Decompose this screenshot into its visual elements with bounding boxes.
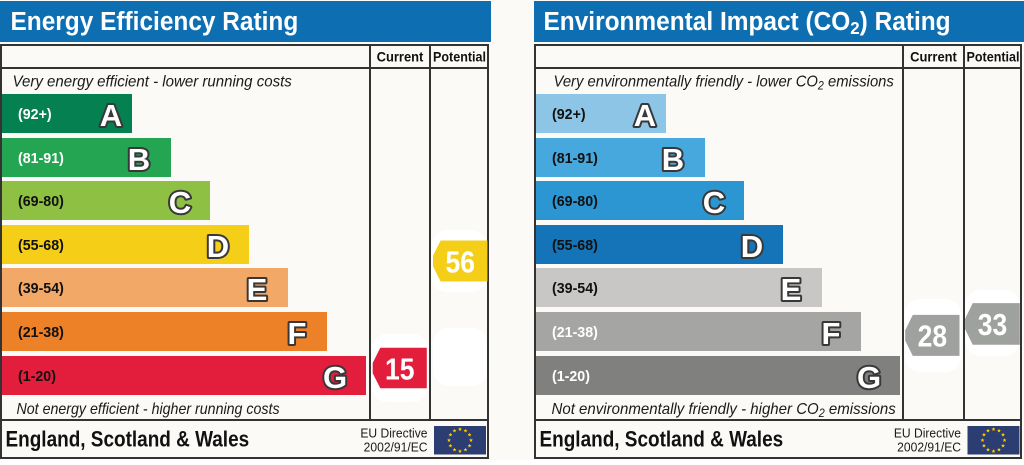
svg-text:Not energy efficient - higher: Not energy efficient - higher running co…: [17, 400, 280, 418]
svg-text:Very environmentally friendly: Very environmentally friendly - lower CO…: [554, 73, 895, 93]
svg-text:C: C: [703, 185, 725, 220]
svg-text:D: D: [741, 229, 763, 264]
svg-text:Not environmentally friendly -: Not environmentally friendly - higher CO…: [552, 400, 896, 419]
svg-text:(69-80): (69-80): [552, 193, 598, 209]
svg-text:A: A: [100, 98, 122, 133]
svg-text:D: D: [207, 229, 229, 264]
svg-text:B: B: [128, 142, 150, 177]
svg-text:(69-80): (69-80): [18, 193, 64, 209]
svg-text:E: E: [781, 272, 802, 307]
svg-text:15: 15: [385, 353, 415, 387]
svg-text:(55-68): (55-68): [18, 237, 64, 253]
svg-text:F: F: [288, 316, 307, 351]
svg-text:England, Scotland & Wales: England, Scotland & Wales: [6, 427, 250, 452]
svg-text:(1-20): (1-20): [552, 368, 590, 384]
svg-text:Current: Current: [377, 49, 424, 64]
svg-text:Energy Efficiency Rating: Energy Efficiency Rating: [11, 7, 299, 36]
svg-text:(55-68): (55-68): [552, 237, 598, 253]
svg-text:(81-91): (81-91): [552, 150, 598, 166]
svg-text:28: 28: [918, 320, 948, 354]
svg-text:A: A: [634, 98, 656, 133]
svg-text:Very energy efficient - lower: Very energy efficient - lower running co…: [13, 73, 293, 91]
svg-text:G: G: [857, 360, 881, 395]
svg-text:(21-38): (21-38): [552, 324, 598, 340]
svg-text:56: 56: [445, 246, 475, 280]
svg-text:C: C: [169, 185, 191, 220]
svg-text:Current: Current: [910, 49, 957, 64]
svg-text:(39-54): (39-54): [552, 280, 598, 296]
svg-text:2002/91/EC: 2002/91/EC: [897, 440, 961, 454]
svg-text:Potential: Potential: [433, 49, 486, 65]
svg-text:EU Directive: EU Directive: [360, 426, 427, 440]
svg-text:(92+): (92+): [18, 106, 52, 122]
svg-text:E: E: [247, 272, 268, 307]
svg-text:(21-38): (21-38): [18, 324, 64, 340]
svg-text:(39-54): (39-54): [18, 280, 64, 296]
svg-text:(81-91): (81-91): [18, 150, 64, 166]
svg-text:33: 33: [978, 309, 1008, 343]
svg-text:F: F: [822, 316, 841, 351]
svg-text:2002/91/EC: 2002/91/EC: [364, 440, 428, 454]
svg-text:G: G: [323, 360, 347, 395]
svg-text:B: B: [662, 142, 684, 177]
svg-text:EU Directive: EU Directive: [894, 426, 961, 440]
svg-text:Environmental Impact (CO2) Rat: Environmental Impact (CO2) Rating: [544, 7, 951, 38]
svg-text:Potential: Potential: [967, 49, 1020, 65]
svg-text:(92+): (92+): [552, 106, 586, 122]
svg-text:England, Scotland & Wales: England, Scotland & Wales: [540, 427, 784, 452]
svg-text:(1-20): (1-20): [18, 368, 56, 384]
